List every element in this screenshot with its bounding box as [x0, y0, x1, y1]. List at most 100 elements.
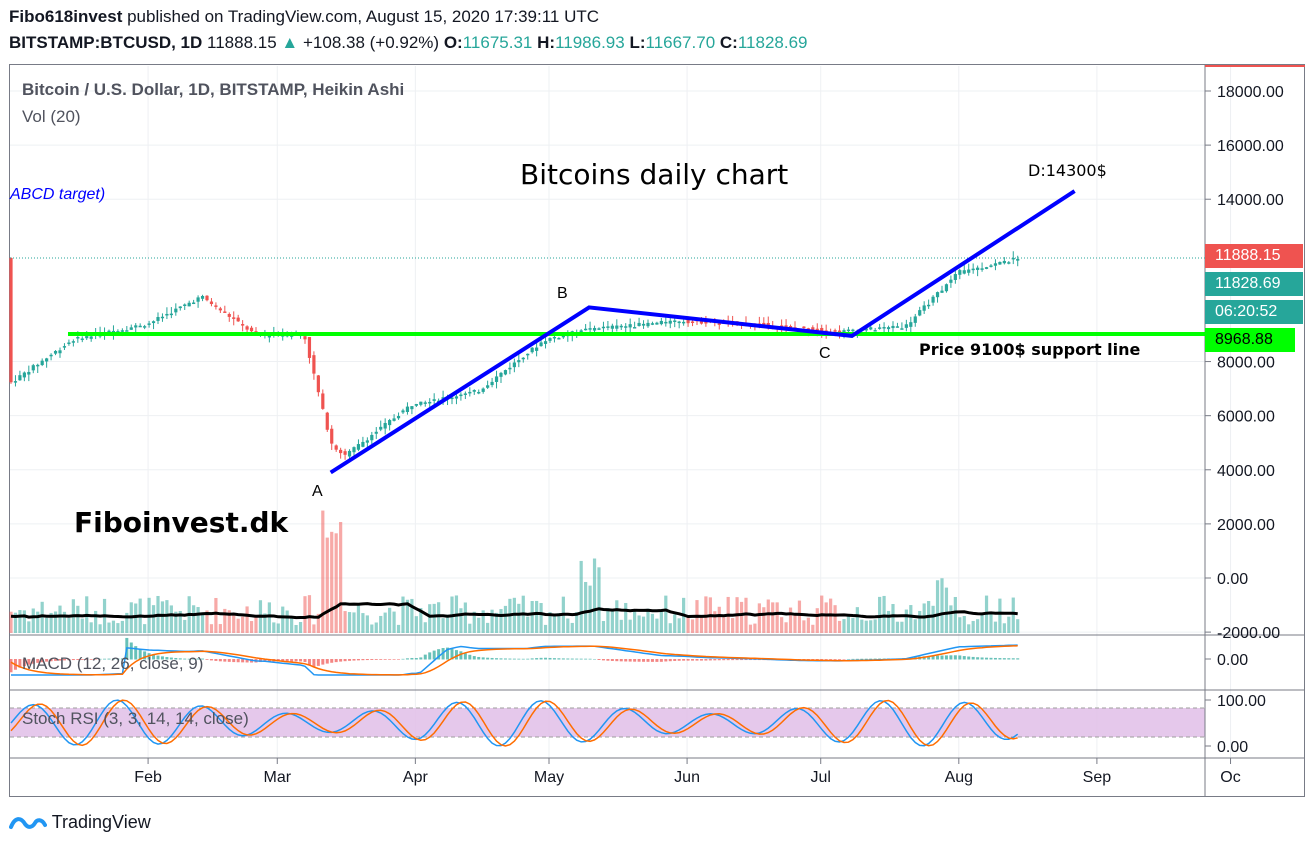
- macd-legend[interactable]: MACD (12, 26, close, 9): [22, 654, 203, 673]
- volume-bar: [107, 622, 111, 633]
- volume-bar: [931, 605, 935, 633]
- symbol-label[interactable]: BITSTAMP:BTCUSD, 1D: [9, 33, 203, 52]
- macd-histogram-bar: [160, 656, 164, 660]
- macd-histogram-bar: [526, 658, 530, 660]
- candle-body: [143, 326, 147, 328]
- macd-histogram-bar: [1011, 658, 1015, 660]
- macd-histogram-bar: [18, 659, 22, 668]
- candle-body: [356, 444, 361, 450]
- macd-histogram-bar: [1016, 658, 1020, 660]
- volume-bar: [36, 611, 40, 633]
- volume-bar: [80, 618, 84, 633]
- macd-histogram-bar: [833, 659, 837, 660]
- macd-histogram-bar: [713, 659, 717, 661]
- candle-body: [766, 322, 770, 326]
- support-text[interactable]: Price 9100$ support line: [919, 340, 1141, 359]
- candle-body: [508, 367, 512, 370]
- volume-bar: [610, 608, 614, 633]
- abcd-pattern-line[interactable]: [329, 189, 1076, 475]
- macd-histogram-bar: [481, 657, 485, 660]
- volume-bar: [971, 620, 975, 633]
- candle-body: [31, 365, 35, 371]
- candle-body: [940, 290, 944, 293]
- volume-bar: [361, 613, 365, 633]
- candle-body: [1007, 262, 1011, 264]
- author-name[interactable]: Fibo618invest: [9, 7, 123, 26]
- macd-histogram-bar: [980, 657, 984, 660]
- volume-legend[interactable]: Vol (20): [22, 107, 81, 126]
- macd-histogram-bar: [446, 647, 450, 660]
- time-tick-label: Oc: [1220, 769, 1240, 786]
- publish-text: published on TradingView.com, August 15,…: [122, 7, 600, 26]
- macd-histogram-bar: [468, 654, 472, 660]
- candle-body: [183, 304, 187, 306]
- macd-histogram-bar: [205, 659, 209, 660]
- macd-histogram-bar: [869, 658, 873, 660]
- candle-body: [53, 350, 58, 354]
- volume-bar: [886, 610, 891, 633]
- candle-body: [512, 362, 516, 368]
- volume-bar: [321, 510, 325, 633]
- brand-text[interactable]: Fiboinvest.dk: [74, 506, 290, 539]
- volume-bar: [780, 617, 784, 633]
- publish-info: Fibo618invest published on TradingView.c…: [9, 7, 599, 27]
- series-legend[interactable]: Bitcoin / U.S. Dollar, 1D, BITSTAMP, Hei…: [22, 80, 405, 99]
- macd-histogram-bar: [829, 659, 833, 660]
- volume-bar: [980, 613, 984, 633]
- candle-body: [588, 328, 592, 330]
- price-tick-label: 4000.00: [1217, 463, 1275, 480]
- macd-histogram-bar: [499, 658, 503, 660]
- macd-histogram-bar: [1002, 658, 1006, 660]
- candle-body: [820, 327, 824, 332]
- d-label[interactable]: D:14300$: [1028, 161, 1107, 180]
- macd-histogram-bar: [85, 659, 89, 660]
- volume-bar: [588, 585, 592, 633]
- candle-body: [405, 406, 410, 412]
- volume-bar: [793, 614, 797, 633]
- price-tick-label: 14000.00: [1217, 192, 1284, 209]
- candle-body: [325, 412, 329, 430]
- volume-bar: [628, 619, 632, 633]
- macd-histogram-bar: [989, 657, 993, 660]
- volume-bar: [365, 615, 369, 633]
- macd-histogram-bar: [953, 655, 957, 660]
- chart-title-annotation[interactable]: Bitcoins daily chart: [520, 158, 788, 191]
- macd-histogram-bar: [432, 650, 436, 660]
- volume-bar: [468, 623, 472, 633]
- b-label[interactable]: B: [557, 285, 568, 302]
- chart-frame[interactable]: [9, 64, 1305, 797]
- macd-histogram-bar: [143, 651, 147, 660]
- candle-body: [223, 311, 227, 313]
- a-label[interactable]: A: [312, 483, 323, 500]
- macd-histogram-bar: [824, 659, 828, 660]
- candle-body: [388, 420, 392, 426]
- c-label[interactable]: C: [819, 345, 831, 362]
- abcd-target-text[interactable]: ABCD target): [9, 186, 105, 203]
- candle-body: [913, 316, 917, 323]
- time-tick-label: Jul: [810, 769, 830, 786]
- macd-histogram-bar: [463, 653, 467, 660]
- close-label: C:: [719, 33, 738, 52]
- stoch-legend[interactable]: Stoch RSI (3, 3, 14, 14, close): [22, 709, 249, 728]
- macd-histogram-bar: [201, 658, 205, 660]
- volume-bar: [143, 624, 147, 633]
- volume-bar: [9, 611, 13, 633]
- up-arrow-icon: ▲: [281, 33, 299, 52]
- volume-bar: [134, 603, 138, 633]
- candle-body: [503, 370, 508, 375]
- volume-bar: [548, 612, 552, 633]
- volume-bar: [116, 623, 120, 633]
- candle-body: [637, 322, 641, 326]
- candle-body: [931, 296, 935, 303]
- macd-histogram-bar: [290, 659, 294, 662]
- tradingview-footer[interactable]: TradingView: [9, 812, 151, 833]
- macd-histogram-bar: [606, 659, 610, 661]
- volume-bar: [766, 599, 770, 633]
- macd-histogram-bar: [316, 659, 320, 666]
- macd-histogram-bar: [80, 659, 84, 660]
- volume-bar: [619, 619, 623, 633]
- macd-histogram-bar: [967, 656, 971, 660]
- price-tick-label: 0.00: [1217, 652, 1248, 669]
- macd-histogram-bar: [334, 659, 338, 663]
